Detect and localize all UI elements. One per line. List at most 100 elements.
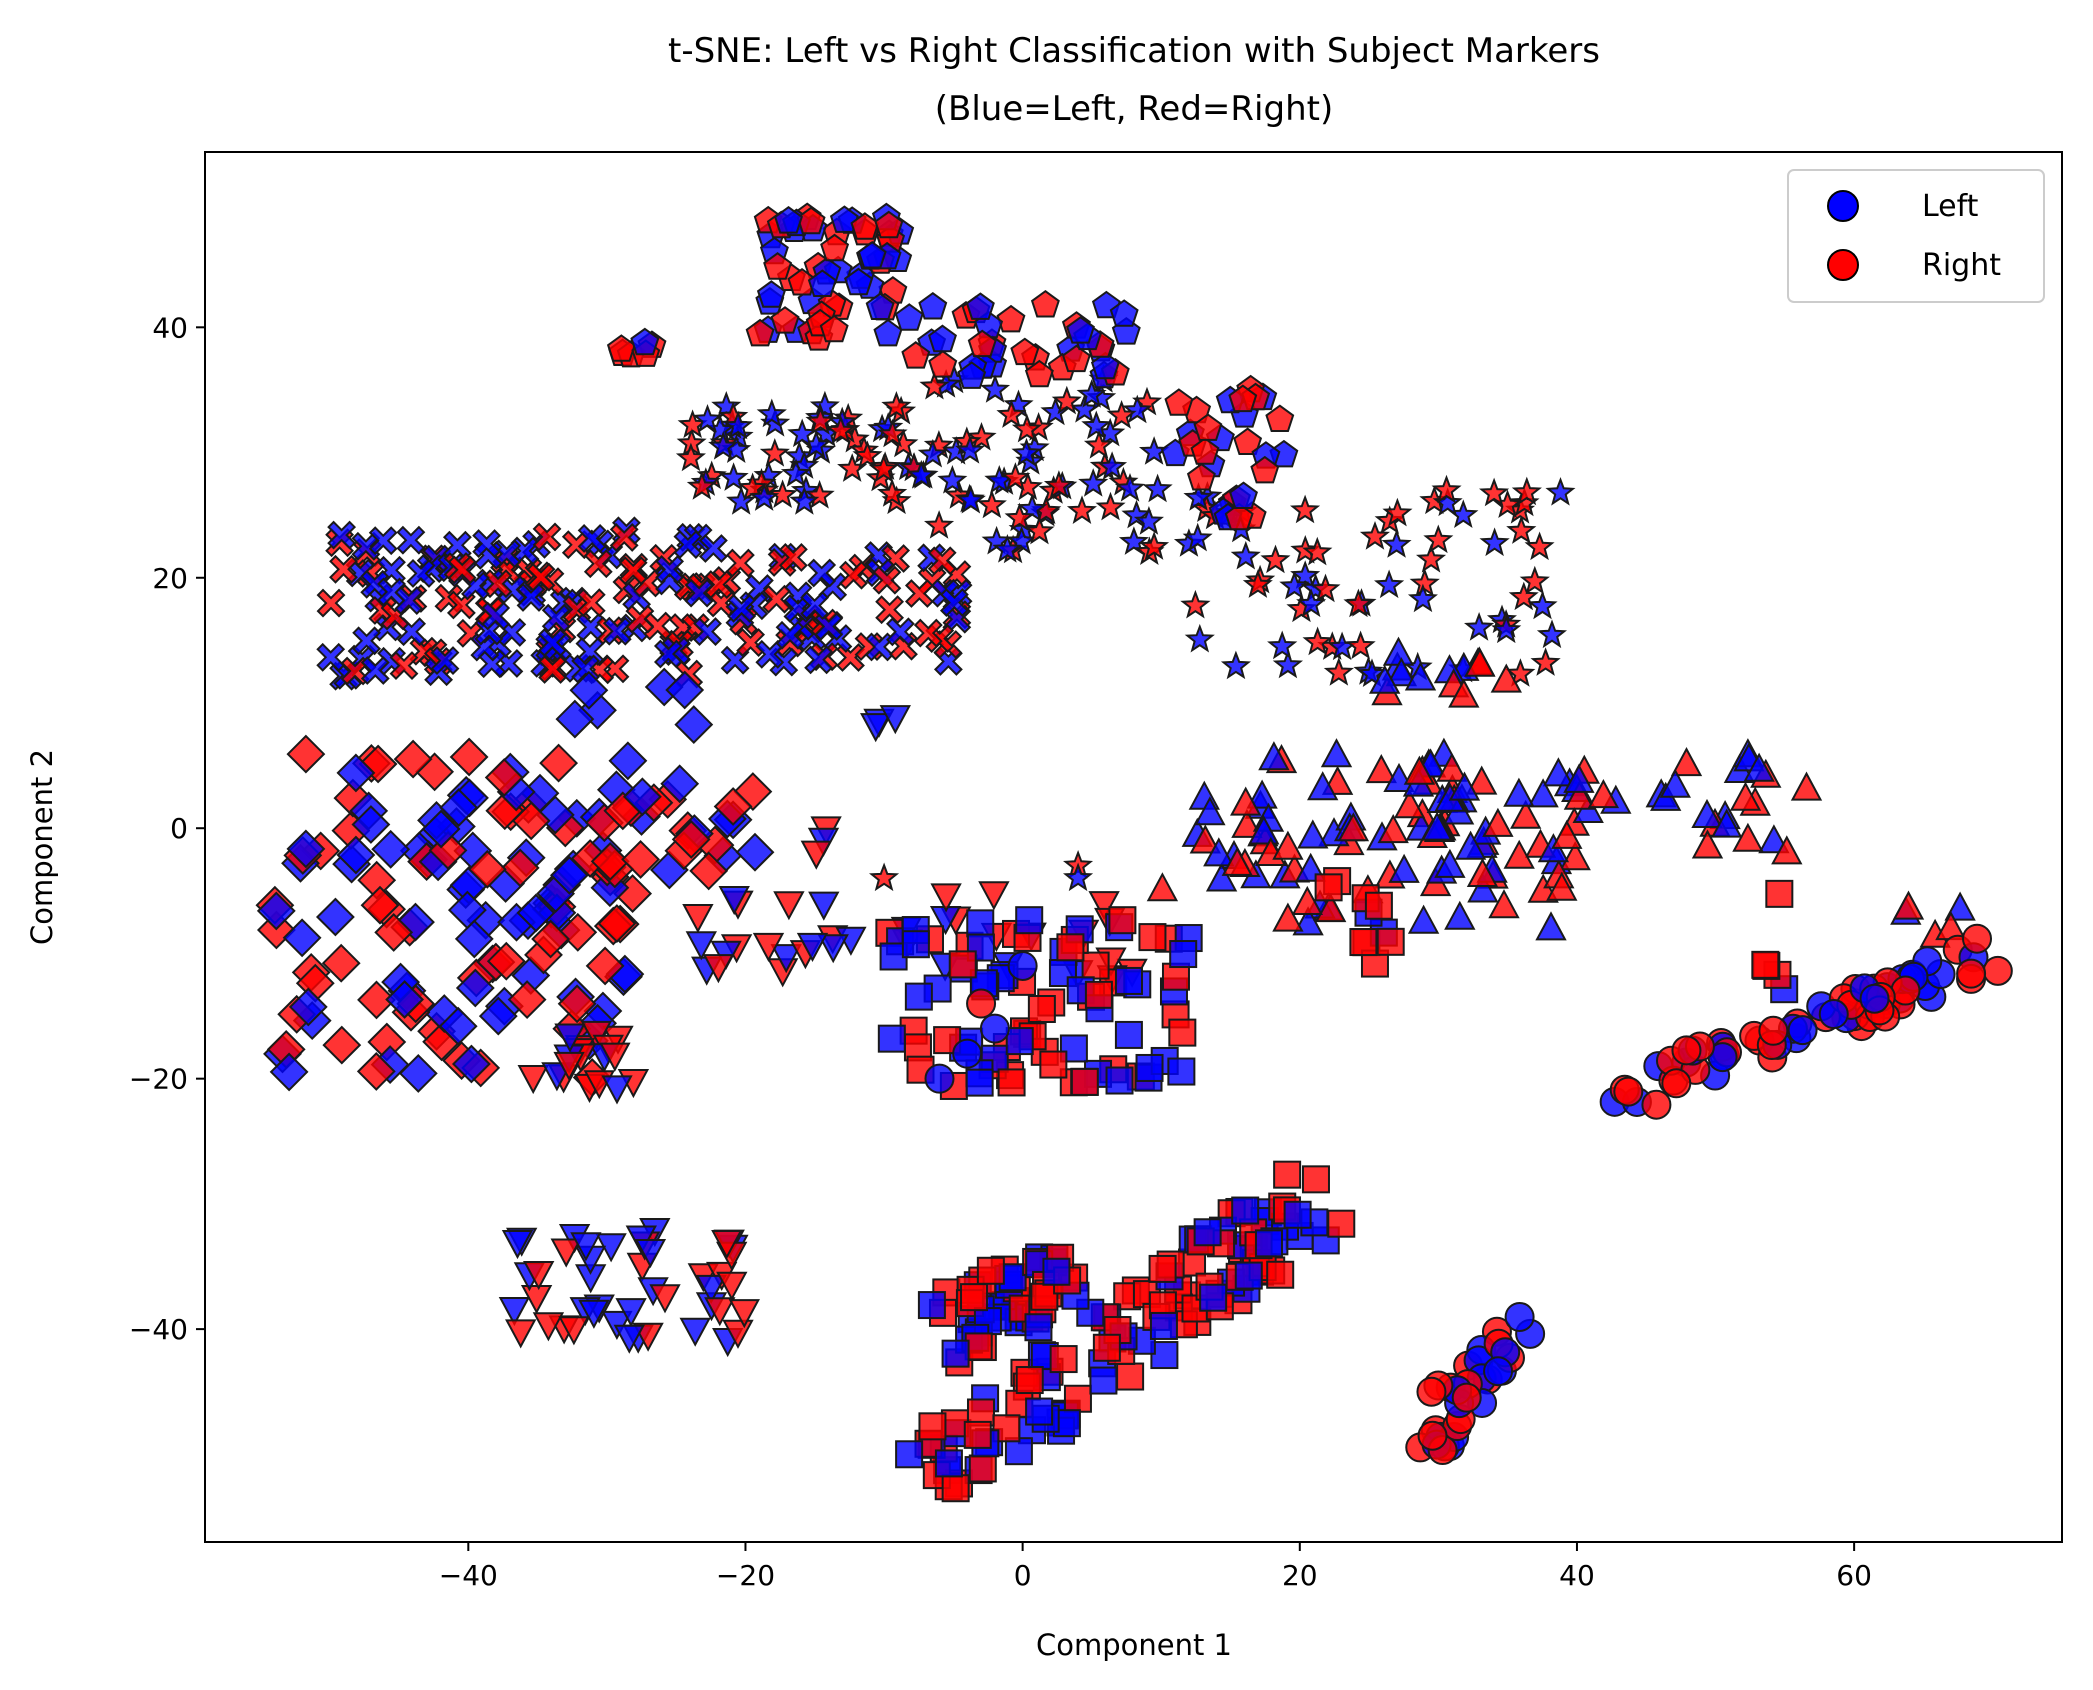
scatter-point-pentagon <box>756 280 786 308</box>
scatter-point-diamond <box>256 891 296 931</box>
scatter-point-star <box>1530 647 1561 676</box>
scatter-point-square <box>1015 1366 1044 1395</box>
scatter-point-triangle-up <box>1434 848 1466 878</box>
scatter-point-triangle-up <box>1337 812 1370 842</box>
scatter-point-diamond <box>336 835 376 875</box>
scatter-point-diamond <box>507 980 547 1020</box>
scatter-point-triangle-up <box>1510 799 1542 829</box>
scatter-point-triangle-down <box>930 883 962 913</box>
scatter-point-square <box>1004 1437 1033 1466</box>
y-tick-label: 0 <box>170 812 188 845</box>
plot-area <box>255 202 2013 1503</box>
scatter-point-diamond <box>357 980 396 1020</box>
scatter-point-square <box>1327 1209 1356 1238</box>
scatter-point-triangle-up <box>1315 892 1347 923</box>
scatter-point-circle <box>1962 923 1993 954</box>
scatter-point-square <box>941 1339 970 1368</box>
scatter-point-square <box>1114 966 1143 995</box>
x-tick-label: 40 <box>1559 1559 1595 1592</box>
scatter-point-circle <box>1890 975 1921 1006</box>
scatter-point-pentagon <box>865 292 895 320</box>
scatter-point-star <box>869 862 900 892</box>
scatter-point-pentagon <box>874 210 904 239</box>
scatter-point-star <box>780 458 811 487</box>
scatter-point-square <box>1234 1261 1263 1290</box>
scatter-point-triangle-up <box>1365 753 1397 784</box>
scatter-point-triangle-down <box>711 1230 743 1260</box>
scatter-point-pentagon <box>873 318 903 347</box>
scatter-point-diamond <box>531 919 571 959</box>
scatter-point-triangle-down <box>770 944 802 974</box>
scatter-point-pentagon <box>1061 344 1091 373</box>
scatter-point-star <box>1359 520 1390 550</box>
legend-left-label: Left <box>1922 189 1979 224</box>
x-tick-label: 0 <box>1014 1559 1032 1592</box>
scatter-point-pentagon <box>1109 299 1139 327</box>
scatter-point-triangle-up <box>1421 811 1453 841</box>
scatter-point-star <box>1381 529 1412 558</box>
scatter-point-square <box>1167 1057 1196 1086</box>
scatter-point-star <box>1545 476 1576 506</box>
scatter-point-square <box>1024 1313 1053 1342</box>
legend: Left Right <box>1787 169 2045 303</box>
scatter-point-triangle-down <box>695 1274 727 1305</box>
scatter-point-triangle-down <box>498 1297 531 1327</box>
scatter-point-star <box>1345 630 1376 660</box>
scatter-point-diamond <box>449 737 489 777</box>
scatter-point-triangle-up <box>1320 738 1353 768</box>
scatter-point-diamond <box>315 897 355 937</box>
scatter-point-triangle-up <box>1221 846 1253 876</box>
scatter-point-pentagon <box>857 240 887 269</box>
scatter-point-star <box>1279 570 1310 600</box>
scatter-point-star <box>1011 437 1042 467</box>
scatter-point-triangle-up <box>1691 829 1724 859</box>
scatter-point-pentagon <box>1233 427 1263 455</box>
scatter-point-diamond <box>539 743 579 783</box>
scatter-point-star <box>1063 862 1094 892</box>
scatter-point-diamond <box>671 819 711 859</box>
scatter-point-diamond <box>713 787 753 826</box>
scatter-point-star <box>825 415 856 444</box>
scatter-point-triangle-up <box>1146 872 1179 902</box>
scatter-point-x <box>727 593 757 623</box>
scatter-point-diamond <box>511 801 551 841</box>
scatter-point-star <box>767 479 798 508</box>
scatter-point-star <box>881 390 912 420</box>
scatter-point-circle <box>1859 983 1890 1014</box>
scatter-point-triangle-up <box>1490 663 1522 693</box>
scatter-point-pentagon <box>1090 351 1120 380</box>
scatter-point-square <box>1193 1218 1222 1247</box>
scatter-point-diamond <box>486 941 526 981</box>
scatter-point-pentagon <box>965 292 995 320</box>
scatter-point-x <box>653 639 683 669</box>
scatter-point-diamond <box>286 829 326 869</box>
scatter-point-triangle-up <box>1503 777 1535 807</box>
scatter-point-star <box>1011 413 1043 443</box>
scatter-point-square <box>1108 906 1137 935</box>
scatter-point-x <box>698 534 728 563</box>
y-tick-label: −40 <box>129 1313 188 1346</box>
scatter-point-diamond <box>590 841 630 881</box>
scatter-point-triangle-up <box>1771 835 1803 865</box>
scatter-point-x <box>618 556 648 586</box>
scatter-point-star <box>1508 581 1539 611</box>
scatter-point-star <box>1006 525 1037 555</box>
scatter-point-triangle-down <box>796 932 829 963</box>
scatter-point-circle <box>1661 1068 1692 1099</box>
scatter-point-diamond <box>478 996 518 1036</box>
scatter-point-pentagon <box>1024 359 1054 388</box>
scatter-point-triangle-down <box>682 904 714 934</box>
scatter-point-triangle-up <box>1546 871 1578 901</box>
scatter-point-triangle-up <box>1454 830 1487 860</box>
scatter-point-star <box>1118 526 1149 555</box>
scatter-point-diamond <box>269 1052 309 1092</box>
scatter-point-star <box>1133 506 1164 535</box>
scatter-point-circle <box>1416 1376 1447 1407</box>
scatter-point-triangle-up <box>1659 768 1691 798</box>
scatter-point-triangle-down <box>601 1075 633 1105</box>
scatter-point-triangle-down <box>752 932 785 963</box>
scatter-point-star <box>726 485 757 515</box>
scatter-point-pentagon <box>829 205 859 233</box>
scatter-point-pentagon <box>844 267 874 296</box>
scatter-point-star <box>759 437 790 467</box>
